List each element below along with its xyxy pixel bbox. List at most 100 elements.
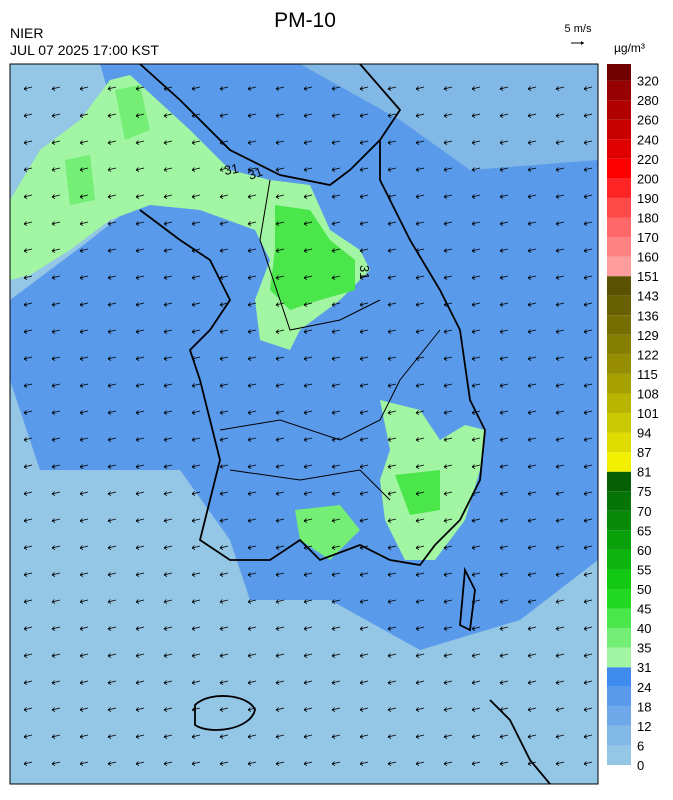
- colorbar-label: 101: [637, 406, 659, 421]
- wind-arrow: [51, 275, 61, 280]
- wind-arrow: [303, 626, 313, 631]
- wind-arrow: [471, 167, 481, 172]
- wind-arrow: [135, 140, 145, 145]
- wind-arrow: [23, 329, 33, 334]
- wind-arrow: [555, 437, 565, 442]
- colorbar-label: 45: [637, 602, 651, 617]
- colorbar-segment: [607, 315, 631, 335]
- wind-arrow: [247, 410, 257, 415]
- wind-arrow: [471, 140, 481, 145]
- colorbar-label: 108: [637, 386, 659, 401]
- colorbar-segment: [607, 393, 631, 414]
- wind-arrow: [443, 356, 453, 361]
- wind-arrow: [415, 734, 425, 739]
- wind-arrow: [135, 221, 145, 226]
- colorbar-segment: [607, 413, 631, 433]
- wind-arrow: [331, 626, 341, 631]
- wind-arrow: [415, 248, 425, 253]
- wind-arrow: [415, 329, 425, 334]
- wind-arrow: [415, 167, 425, 172]
- wind-arrow: [359, 302, 369, 307]
- wind-arrow: [415, 410, 425, 415]
- wind-arrow: [499, 572, 509, 577]
- wind-arrow: [51, 734, 61, 739]
- wind-arrow: [471, 329, 481, 334]
- wind-arrow: [219, 761, 229, 766]
- wind-arrow: [51, 572, 61, 577]
- wind-arrow: [135, 680, 145, 685]
- wind-arrow: [247, 113, 257, 118]
- wind-arrow: [583, 464, 593, 469]
- wind-arrow: [191, 167, 201, 172]
- wind-arrow: [247, 275, 257, 280]
- wind-arrow: [275, 86, 285, 91]
- wind-arrow: [527, 410, 537, 415]
- wind-arrow: [443, 545, 453, 550]
- wind-arrow: [191, 734, 201, 739]
- wind-arrow: [79, 383, 89, 388]
- wind-arrow: [331, 599, 341, 604]
- wind-arrow: [51, 194, 61, 199]
- wind-arrow: [499, 734, 509, 739]
- green-core: [65, 85, 150, 205]
- colorbar-segment: [607, 119, 631, 140]
- wind-arrow: [387, 761, 397, 766]
- wind-arrow: [471, 86, 481, 91]
- wind-arrow: [583, 329, 593, 334]
- wind-arrow: [219, 491, 229, 496]
- wind-arrow: [107, 140, 117, 145]
- colorbar-label: 81: [637, 465, 651, 480]
- wind-arrow: [107, 437, 117, 442]
- wind-arrow: [23, 680, 33, 685]
- colorbar-segment: [607, 237, 631, 257]
- wind-arrow: [135, 464, 145, 469]
- wind-arrow: [275, 194, 285, 199]
- wind-arrow: [583, 248, 593, 253]
- wind-arrow: [303, 410, 313, 415]
- wind-arrow: [303, 464, 313, 469]
- wind-arrow: [387, 572, 397, 577]
- colorbar-segment: [607, 197, 631, 218]
- wind-arrow: [471, 491, 481, 496]
- wind-arrows: [23, 86, 593, 766]
- wind-arrow: [415, 140, 425, 145]
- wind-arrow: [359, 356, 369, 361]
- wind-arrow: [135, 167, 145, 172]
- wind-arrow: [443, 86, 453, 91]
- colorbar-segment: [607, 139, 631, 159]
- wind-arrow: [527, 464, 537, 469]
- wind-arrow: [555, 599, 565, 604]
- wind-arrow: [303, 221, 313, 226]
- wind-arrow: [387, 194, 397, 199]
- wind-arrow: [387, 653, 397, 658]
- wind-arrow: [23, 518, 33, 523]
- wind-arrow: [387, 329, 397, 334]
- wind-arrow: [359, 113, 369, 118]
- wind-arrow: [191, 194, 201, 199]
- wind-arrow: [331, 248, 341, 253]
- wind-arrow: [555, 653, 565, 658]
- colorbar-label: 50: [637, 582, 651, 597]
- wind-arrow: [331, 221, 341, 226]
- colorbar-segment: [607, 217, 631, 238]
- wind-arrow: [415, 761, 425, 766]
- wind-arrow: [219, 221, 229, 226]
- wind-arrow: [107, 545, 117, 550]
- colorbar-segment: [607, 432, 631, 453]
- wind-arrow: [163, 167, 173, 172]
- wind-arrow: [527, 113, 537, 118]
- colorbar-segment: [607, 471, 631, 492]
- wind-arrow: [79, 491, 89, 496]
- wind-arrow: [387, 518, 397, 523]
- wind-arrow: [583, 221, 593, 226]
- wind-arrow: [163, 680, 173, 685]
- colorbar-label: 320: [637, 74, 659, 89]
- wind-arrow: [23, 86, 33, 91]
- wind-arrow: [471, 734, 481, 739]
- wind-arrow: [51, 518, 61, 523]
- wind-arrow: [79, 761, 89, 766]
- wind-arrow: [135, 761, 145, 766]
- colorbar-label: 129: [637, 328, 659, 343]
- wind-arrow: [443, 572, 453, 577]
- wind-arrow: [107, 356, 117, 361]
